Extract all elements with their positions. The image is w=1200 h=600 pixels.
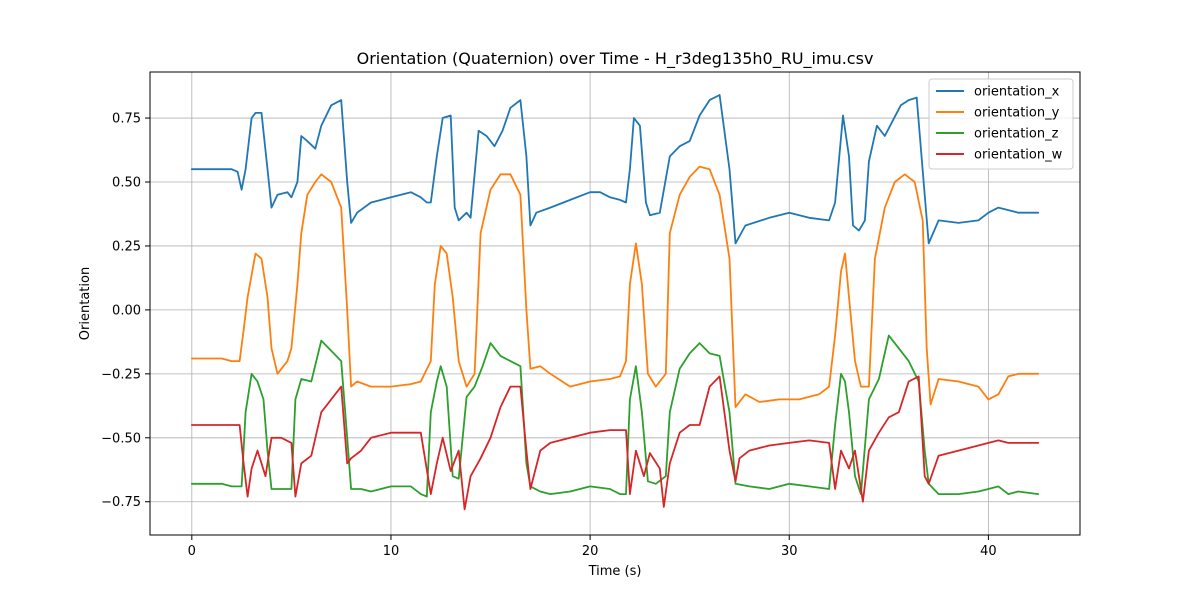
legend-label-orientation-y: orientation_y [974,106,1060,121]
chart-title: Orientation (Quaternion) over Time - H_r… [357,49,874,69]
legend-label-orientation-x: orientation_x [974,85,1060,100]
legend-label-orientation-z: orientation_z [974,127,1059,142]
series-lines [190,94,1040,511]
legend: orientation_x orientation_y orientation_… [928,78,1074,170]
x-axis-label: Time (s) [588,564,642,579]
y-tick-label: 0.50 [112,175,141,190]
x-tick-label: 10 [383,544,400,559]
grid [150,72,1080,535]
axis-ticks: 0 10 20 30 40 −0.75 −0.50 −0.25 0.00 0.25 0.50 0.75 [101,112,997,559]
x-tick-label: 0 [188,544,196,559]
y-axis-label: Orientation [78,267,93,340]
legend-box [928,78,1074,170]
series-line-orientation-y [190,165,1040,408]
plot-frame [149,71,1081,536]
series-line-orientation-w [190,375,1040,511]
x-tick-label: 40 [980,544,997,559]
legend-label-orientation-w: orientation_w [974,148,1063,163]
y-tick-label: −0.25 [101,367,141,382]
y-tick-label: 0.00 [112,303,141,318]
y-tick-label: 0.25 [112,239,141,254]
series-line-orientation-x [190,94,1040,245]
x-tick-label: 30 [781,544,798,559]
series-line-orientation-z [190,334,1040,498]
x-tick-label: 20 [582,544,599,559]
y-tick-label: −0.75 [101,495,141,510]
y-tick-label: 0.75 [112,112,141,127]
y-tick-label: −0.50 [101,431,141,446]
